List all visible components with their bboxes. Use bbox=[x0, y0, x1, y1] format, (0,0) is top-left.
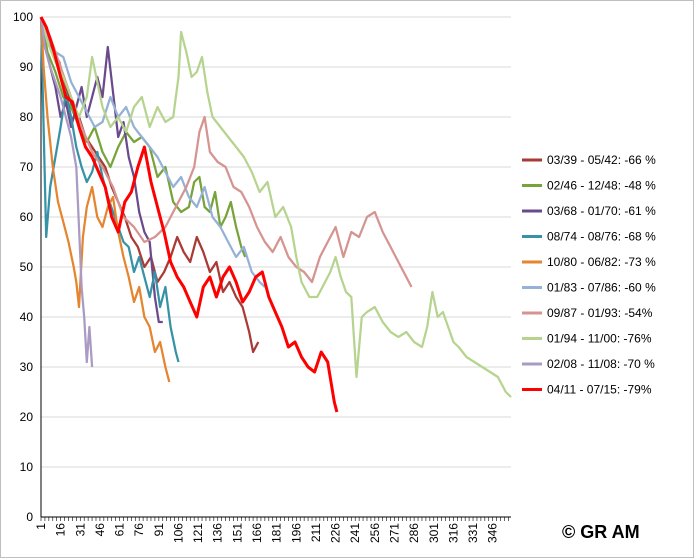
y-tick-label: 30 bbox=[20, 360, 34, 374]
x-tick-label: 46 bbox=[93, 523, 107, 537]
x-tick-label: 121 bbox=[191, 523, 205, 543]
y-tick-label: 10 bbox=[20, 460, 34, 474]
x-tick-label: 211 bbox=[309, 523, 323, 542]
series-line bbox=[39, 16, 339, 413]
series-line bbox=[39, 16, 413, 288]
x-tick-label: 136 bbox=[211, 523, 225, 543]
legend: 03/39 - 05/42: -66 % 02/46 - 12/48: -48 %… bbox=[522, 153, 656, 397]
x-tick-label: 196 bbox=[289, 523, 303, 543]
series-line bbox=[39, 16, 171, 383]
legend-label: 04/11 - 07/15: -79% bbox=[547, 383, 652, 397]
y-tick-label: 90 bbox=[20, 60, 34, 74]
legend-label: 09/87 - 01/93: -54% bbox=[547, 306, 653, 320]
x-tick-label: 241 bbox=[348, 523, 362, 543]
legend-label: 03/39 - 05/42: -66 % bbox=[547, 153, 656, 167]
legend-label: 08/74 - 08/76: -68 % bbox=[547, 230, 656, 244]
legend-label: 03/68 - 01/70: -61 % bbox=[547, 204, 656, 218]
x-tick-label: 31 bbox=[73, 523, 87, 537]
legend-label: 01/83 - 07/86: -60 % bbox=[547, 281, 656, 295]
series-line bbox=[39, 16, 512, 398]
legend-label: 01/94 - 11/00: -76% bbox=[547, 332, 652, 346]
y-tick-label: 100 bbox=[13, 10, 33, 24]
x-tick-label: 331 bbox=[466, 523, 480, 543]
y-tick-label: 40 bbox=[20, 310, 34, 324]
x-tick-labels: 1 16 31 46 61 76 91 106 121 136 151 166 181 196 211 226… bbox=[34, 523, 500, 543]
x-tick-label: 16 bbox=[54, 523, 68, 537]
series-line bbox=[39, 16, 266, 288]
y-tick-label: 50 bbox=[20, 260, 34, 274]
x-tick-label: 106 bbox=[171, 523, 185, 543]
legend-label: 02/08 - 11/08: -70 % bbox=[547, 357, 655, 371]
y-tick-label: 60 bbox=[20, 210, 34, 224]
x-tick-label: 76 bbox=[132, 523, 146, 537]
gridlines bbox=[41, 16, 511, 468]
x-tick-label: 256 bbox=[368, 523, 382, 543]
x-tick-label: 166 bbox=[250, 523, 264, 543]
x-tick-label: 1 bbox=[34, 523, 48, 530]
x-tick-label: 91 bbox=[152, 523, 166, 537]
series-line bbox=[39, 16, 94, 368]
x-tick-label: 301 bbox=[427, 523, 441, 543]
series-lines bbox=[39, 16, 512, 413]
legend-label: 10/80 - 06/82: -73 % bbox=[547, 255, 656, 269]
x-tick-label: 181 bbox=[270, 523, 284, 543]
y-tick-labels: 0 10 20 30 40 50 60 70 80 90 100 bbox=[13, 10, 33, 524]
y-tick-label: 80 bbox=[20, 110, 34, 124]
x-tick-label: 346 bbox=[486, 523, 500, 543]
axes bbox=[40, 17, 511, 521]
legend-label: 02/46 - 12/48: -48 % bbox=[547, 179, 656, 193]
y-tick-label: 70 bbox=[20, 160, 34, 174]
y-tick-label: 20 bbox=[20, 410, 34, 424]
series-line bbox=[39, 16, 163, 324]
x-tick-label: 316 bbox=[446, 523, 460, 543]
x-tick-label: 151 bbox=[230, 523, 244, 543]
x-tick-label: 226 bbox=[329, 523, 343, 543]
x-tick-label: 271 bbox=[387, 523, 401, 543]
x-tick-label: 286 bbox=[407, 523, 421, 543]
y-tick-label: 0 bbox=[26, 510, 33, 524]
copyright-annotation: © GR AM bbox=[562, 522, 640, 542]
x-tick-label: 61 bbox=[113, 523, 127, 537]
